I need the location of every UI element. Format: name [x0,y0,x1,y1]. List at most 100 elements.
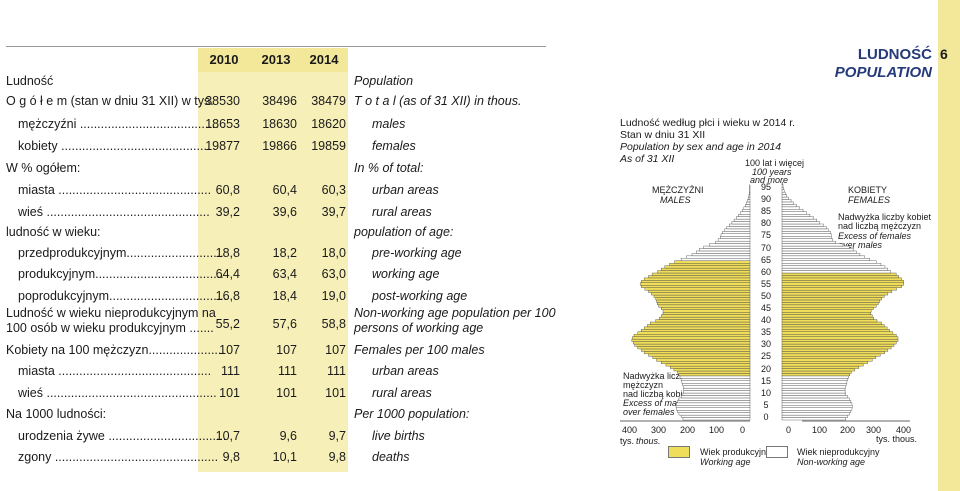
female-age-bar [781,243,844,247]
female-age-bar [781,258,870,261]
x-tick-label-left: 400 [622,425,638,435]
female-age-bar [781,405,853,408]
row-label-en: working age [372,267,440,281]
y-tick-label: 85 [760,206,771,217]
row-label-en: live births [372,429,425,443]
excess-females-en1: Excess of females [838,231,912,241]
male-age-bar [637,346,751,350]
value-2013: 18,2 [272,246,297,260]
female-age-bar [781,307,874,310]
dependency-label-en1: Non-working age population per 100 [354,306,556,320]
value-2010: 39,2 [215,205,240,219]
page-number: 6 [940,46,948,62]
value-2010: 10,7 [215,429,240,443]
female-age-bar [781,280,905,284]
male-age-bar [722,231,751,234]
female-age-bar [781,191,786,195]
female-age-bar [781,262,882,266]
y-tick-label: 30 [760,339,771,350]
female-age-bar [781,314,873,318]
table-row: poprodukcyjnym..........................… [0,286,546,306]
y-tick-label: 50 [760,290,771,301]
row-label-en: In % of total: [354,161,424,175]
row-label-pl: przedprodukcyjnym.......................… [18,246,224,260]
male-age-bar [683,387,751,391]
section-label-pl: Ludność [6,74,54,88]
female-age-bar [781,255,865,259]
legend-working-swatch [668,446,690,458]
male-age-bar [724,228,751,232]
value-2010: 18,8 [215,246,240,260]
female-age-bar [781,213,811,217]
male-age-bar [676,407,751,411]
row-label-pl: mężczyźni ..............................… [18,117,219,131]
value-2013: 38496 [262,94,297,108]
female-age-bar [781,390,846,394]
value-2013: 19866 [262,139,297,153]
excess-males-pl1: Nadwyżka liczby [623,371,690,381]
value-2010: 18653 [205,117,240,131]
female-age-bar [781,358,873,362]
value-2014: 19859 [311,139,346,153]
female-age-bar [781,331,894,335]
value-2014: 19,0 [321,289,346,303]
male-age-bar [673,368,751,372]
value-2010: 16,8 [215,289,240,303]
male-age-bar [686,255,751,259]
male-age-bar [679,375,751,379]
male-age-bar [683,385,751,389]
male-age-bar [715,240,751,244]
value-2013: 57,6 [272,317,297,331]
male-age-bar [749,191,751,195]
male-age-bar [699,248,751,252]
value-2014: 107 [325,343,346,357]
value-2014: 9,7 [328,429,346,443]
row-label-en: Females per 100 males [354,343,485,357]
row-label-pl: miasta .................................… [18,364,212,378]
male-age-bar [664,265,751,269]
male-age-bar [738,213,751,217]
x-tick-label-left: 0 [740,425,746,435]
male-age-bar [720,236,751,239]
males-label-en: MALES [660,195,691,205]
table-row: zgony ..................................… [0,447,546,467]
table-row: przedprodukcyjnym.......................… [0,243,546,263]
row-label-en: Per 1000 population: [354,407,470,421]
male-age-bar [648,275,751,279]
row-label-pl: kobiety ................................… [18,139,211,153]
row-label-en: post-working age [372,289,468,303]
table-row: mężczyźni ..............................… [0,114,546,134]
value-2013: 111 [277,364,297,378]
female-age-bar [781,385,846,389]
x-unit-right: tys. thous. [876,434,918,444]
row-label-pl: wieś ...................................… [18,386,217,400]
female-age-bar [781,260,877,264]
values-column-band [198,72,348,472]
female-age-bar [781,368,856,372]
table-row: urodzenia żywe .........................… [0,426,546,446]
female-age-bar [781,324,885,328]
y-tick-label: 45 [760,303,771,314]
x-tick-label-right: 400 [896,425,912,435]
year-2010: 2010 [209,52,239,67]
male-age-bar [696,250,751,254]
male-age-bar [677,410,751,413]
y-tick-label: 65 [760,254,771,265]
female-age-bar [781,360,868,364]
female-age-bar [781,253,861,257]
female-age-bar [781,375,849,379]
value-2014: 9,8 [328,450,346,464]
legend-working-en: Working age [700,457,751,467]
male-age-bar [656,299,751,303]
females-label-en: FEMALES [848,195,891,205]
value-2014: 111 [326,364,346,378]
male-age-bar [643,326,751,330]
table-top-rule [6,46,546,47]
value-2013: 101 [276,386,297,400]
table-row: produkcyjnym............................… [0,264,546,284]
female-age-bar [781,182,783,185]
table-row: Na 1000 ludności: Per 1000 population: [0,404,546,424]
value-2010: 107 [219,343,240,357]
female-age-bar [781,275,899,279]
female-age-bar [781,228,829,232]
